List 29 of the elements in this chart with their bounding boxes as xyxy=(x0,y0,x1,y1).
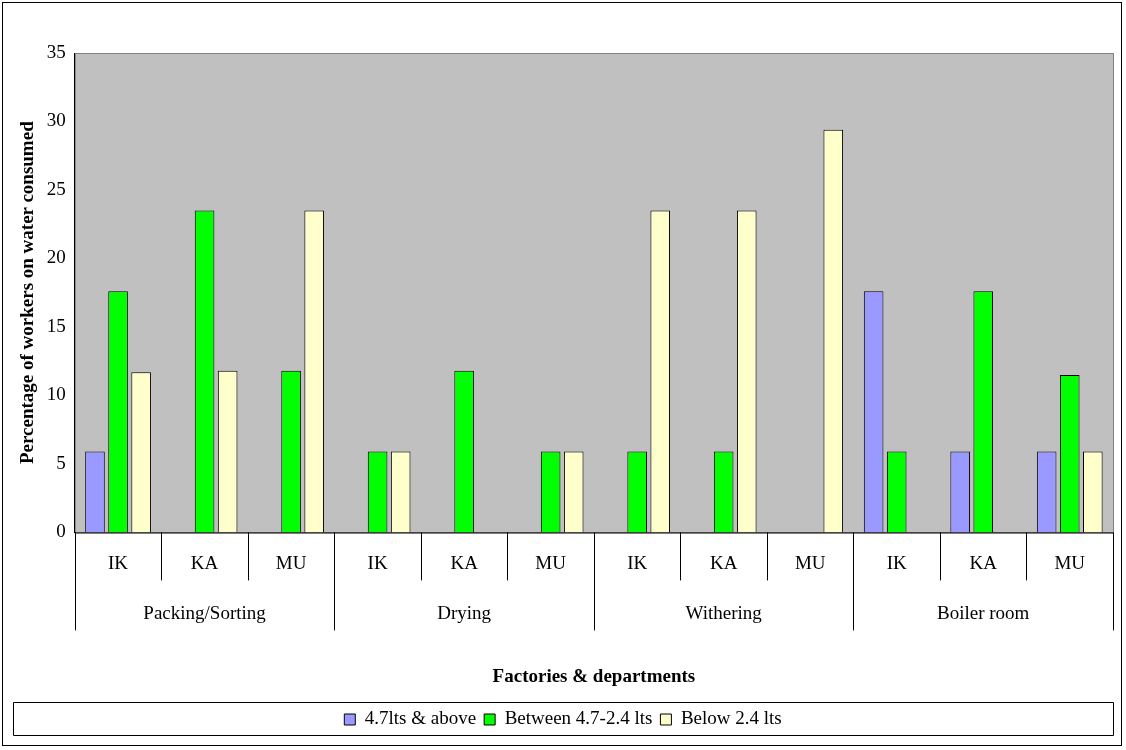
x-tick-label: IK xyxy=(627,551,648,573)
x-tick-label: IK xyxy=(886,551,907,573)
y-tick-label: 15 xyxy=(46,314,66,336)
x-tick-label: MU xyxy=(275,551,307,573)
x-tick-label: MU xyxy=(535,551,567,573)
x-tick-label: KA xyxy=(190,551,219,573)
text: Packing/Sorting xyxy=(143,602,267,624)
text: Withering xyxy=(685,602,763,624)
text: Boiler room xyxy=(937,602,1030,624)
x-tick-label: IK xyxy=(367,551,388,573)
x-tick-label: MU xyxy=(1054,551,1086,573)
x-axis-title: Factories & departments xyxy=(492,664,696,686)
x-tick-label: KA xyxy=(709,551,738,573)
x-tick-label: IK xyxy=(108,551,129,573)
legend-label: Below 2.4 lts xyxy=(680,707,782,729)
legend-label: 4.7lts & above xyxy=(364,707,477,729)
y-tick-label: 35 xyxy=(46,40,66,62)
text: Drying xyxy=(437,602,492,624)
y-axis-title: Percentage of workers on water consumed xyxy=(16,120,38,465)
x-tick-label: MU xyxy=(794,551,826,573)
y-tick-label: 25 xyxy=(46,177,66,199)
x-tick-label: KA xyxy=(969,551,998,573)
y-tick-label: 30 xyxy=(46,109,66,131)
y-tick-label: 5 xyxy=(56,451,66,473)
legend-label: Between 4.7-2.4 lts xyxy=(504,707,653,729)
x-tick-label: KA xyxy=(450,551,479,573)
y-tick-label: 10 xyxy=(46,383,66,405)
y-tick-label: 0 xyxy=(56,520,66,542)
y-tick-label: 20 xyxy=(46,246,66,268)
